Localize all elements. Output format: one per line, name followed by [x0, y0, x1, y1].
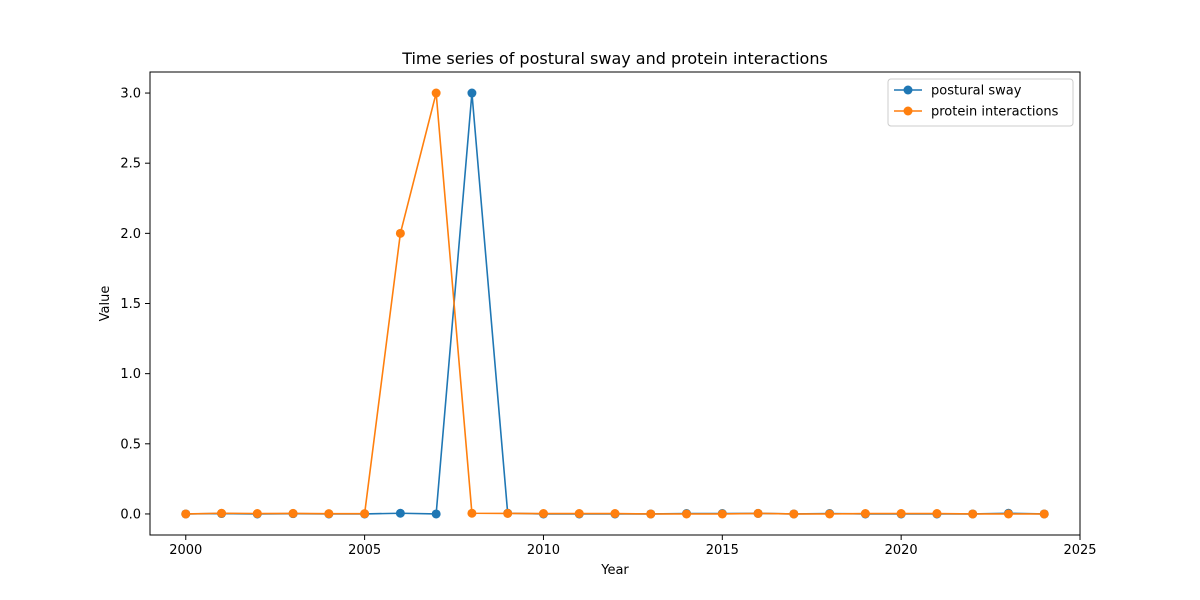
data-point: [1039, 509, 1049, 519]
series-layer: [181, 88, 1049, 519]
y-axis-title: Value: [98, 286, 113, 322]
data-point: [860, 509, 870, 519]
x-tick-label: 2025: [1063, 543, 1096, 558]
data-point: [646, 509, 656, 519]
data-point: [1003, 509, 1013, 519]
data-point: [217, 508, 227, 518]
data-point: [181, 509, 191, 519]
data-point: [360, 509, 370, 519]
legend: postural sway protein interactions: [887, 78, 1074, 127]
legend-label: postural sway: [931, 84, 1022, 99]
y-axis: 0.0 0.5 1.0 1.5 2.0 2.5 3.0: [120, 87, 150, 522]
legend-item: postural sway: [894, 84, 1022, 99]
y-tick-label: 1.0: [120, 367, 141, 382]
data-point: [431, 509, 441, 519]
y-tick-label: 2.0: [120, 227, 141, 242]
data-point: [682, 509, 692, 519]
plot-frame: [149, 71, 1081, 536]
x-tick-label: 2015: [706, 543, 739, 558]
data-point: [467, 508, 477, 518]
data-point: [825, 509, 835, 519]
x-axis-title: Year: [600, 563, 629, 578]
data-point: [538, 509, 548, 519]
legend-marker: [903, 85, 913, 95]
y-tick-label: 0.5: [120, 437, 141, 452]
data-point: [932, 509, 942, 519]
data-point: [395, 508, 405, 518]
data-point: [968, 509, 978, 519]
legend-box: [887, 78, 1074, 127]
data-point: [503, 508, 513, 518]
x-tick-label: 2010: [527, 543, 560, 558]
legend-label: protein interactions: [931, 105, 1059, 120]
data-point: [753, 508, 763, 518]
data-point: [252, 509, 262, 519]
y-tick-label: 2.5: [120, 157, 141, 172]
x-tick-label: 2000: [169, 543, 202, 558]
x-tick-label: 2005: [348, 543, 381, 558]
chart-title: Time series of postural sway and protein…: [401, 49, 828, 68]
data-point: [789, 509, 799, 519]
y-tick-label: 3.0: [120, 87, 141, 102]
y-tick-label: 0.0: [120, 507, 141, 522]
data-point: [717, 509, 727, 519]
legend-marker: [903, 106, 913, 116]
x-tick-label: 2020: [885, 543, 918, 558]
data-point: [324, 509, 334, 519]
x-axis: 2000 2005 2010 2015 2020 2025: [169, 535, 1097, 558]
legend-item: protein interactions: [894, 105, 1059, 120]
data-point: [431, 88, 441, 98]
series-1: [181, 88, 1049, 519]
data-point: [467, 88, 477, 98]
data-point: [395, 228, 405, 238]
data-point: [610, 509, 620, 519]
y-tick-label: 1.5: [120, 297, 141, 312]
data-point: [288, 508, 298, 518]
data-point: [896, 509, 906, 519]
data-point: [574, 509, 584, 519]
